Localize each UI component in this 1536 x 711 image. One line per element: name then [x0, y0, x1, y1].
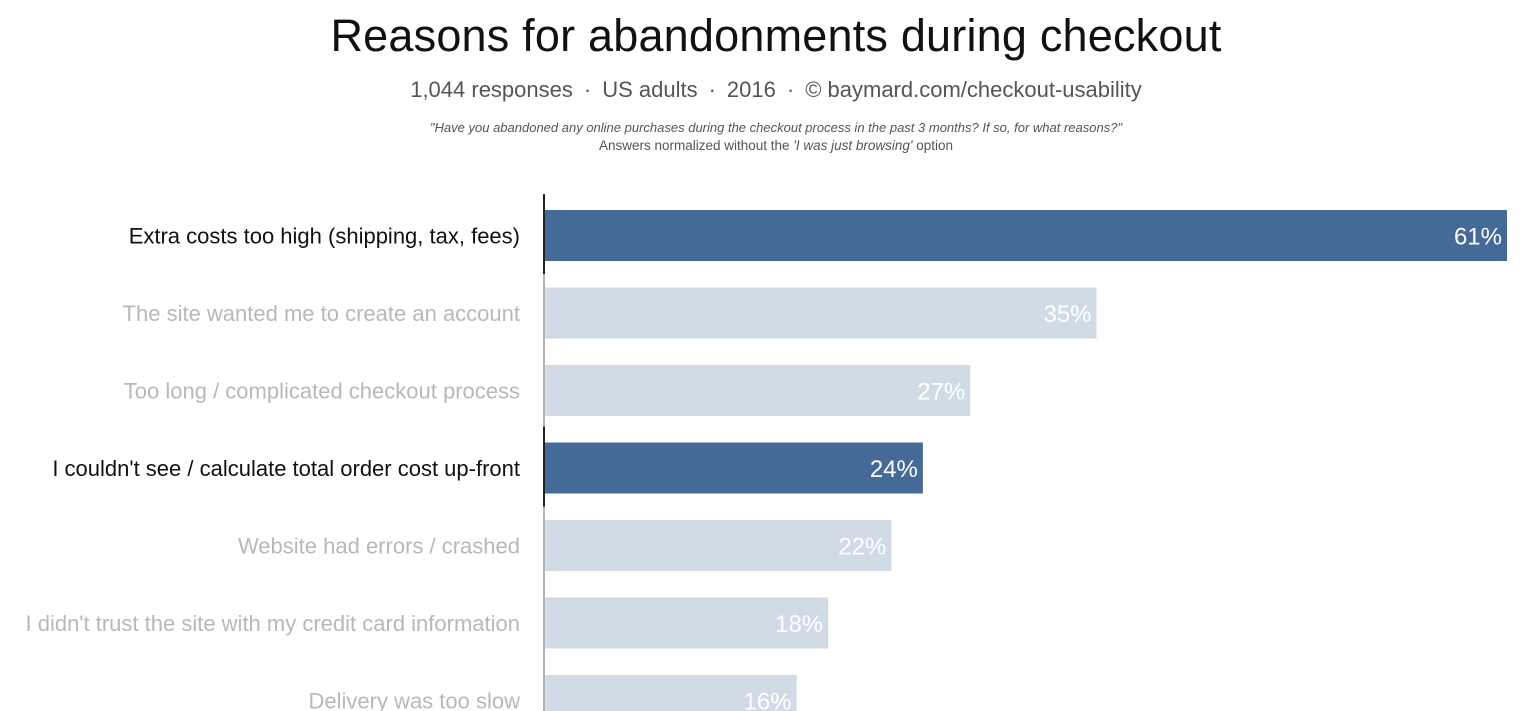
value-label: 27%	[917, 379, 965, 406]
bar	[545, 210, 1507, 261]
bar	[545, 675, 797, 711]
bar-row: I couldn't see / calculate total order c…	[52, 426, 923, 507]
note-prefix: Answers normalized without the	[598, 138, 790, 153]
audience-label: US adults	[602, 77, 698, 102]
normalization-note: Answers normalized without the 'I was ju…	[0, 138, 1536, 153]
bar	[545, 442, 923, 494]
survey-question: "Have you abandoned any online purchases…	[429, 120, 1123, 135]
bar-row: Delivery was too slow 16%	[308, 675, 797, 711]
bar-row: Website had errors / crashed 22%	[238, 520, 892, 571]
subtitle-separator: ·	[708, 77, 716, 102]
note-suffix: option	[916, 138, 954, 153]
category-label: Too long / complicated checkout process	[124, 379, 520, 404]
category-label: Website had errors / crashed	[238, 534, 520, 559]
chart-title: Reasons for abandonments during checkout	[330, 10, 1222, 61]
subtitle-separator: ·	[786, 77, 795, 102]
year-label: 2016	[726, 77, 776, 102]
bar-row: Too long / complicated checkout process 2…	[124, 365, 971, 416]
bar	[545, 365, 971, 416]
value-label: 61%	[1454, 224, 1502, 251]
value-label: 35%	[1043, 301, 1091, 328]
source-label: © baymard.com/checkout-usability	[805, 77, 1142, 102]
category-label: Extra costs too high (shipping, tax, fee…	[129, 224, 520, 249]
value-label: 24%	[870, 456, 918, 483]
subtitle-separator: ·	[583, 77, 592, 102]
bar	[545, 287, 1097, 339]
value-label: 18%	[775, 611, 823, 638]
bar-row: The site wanted me to create an account 3…	[123, 287, 1097, 339]
category-label: I couldn't see / calculate total order c…	[52, 456, 520, 481]
note-emphasis: 'I was just browsing'	[793, 138, 913, 153]
bar-row: Extra costs too high (shipping, tax, fee…	[129, 194, 1507, 274]
category-label: Delivery was too slow	[308, 689, 520, 711]
responses-count: 1,044 responses	[410, 77, 573, 102]
category-label: The site wanted me to create an account	[123, 301, 520, 326]
value-label: 16%	[744, 689, 792, 711]
value-label: 22%	[838, 534, 886, 561]
chart-subtitle: 1,044 responses · US adults · 2016 · © baymard…	[0, 77, 1536, 103]
category-label: I didn't trust the site with my credit c…	[25, 611, 520, 636]
bar	[545, 520, 892, 571]
bar	[545, 597, 829, 649]
bar-row: I didn't trust the site with my credit c…	[25, 597, 829, 649]
